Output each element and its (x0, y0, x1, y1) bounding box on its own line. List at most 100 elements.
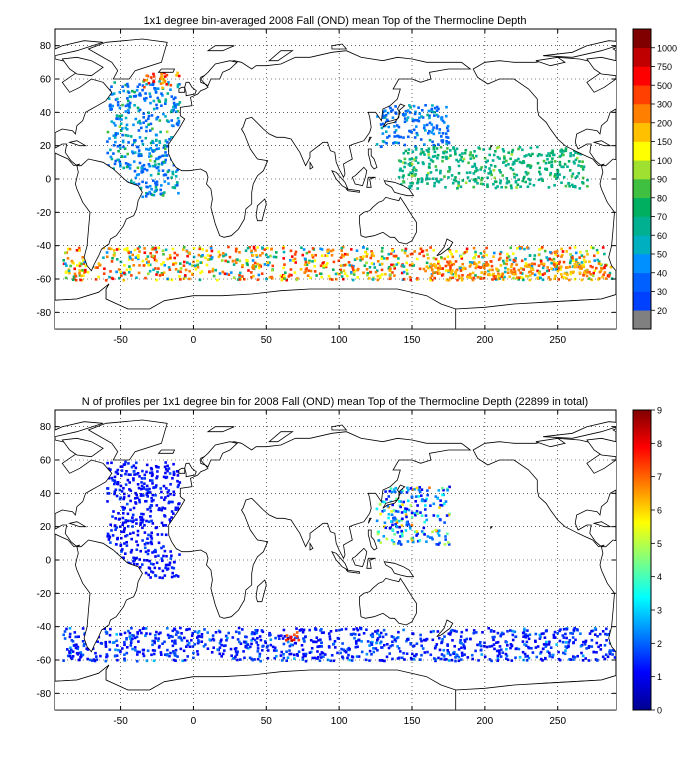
depth-colorbar-segment (633, 179, 651, 199)
depth-bin (601, 246, 605, 249)
depth-bin (461, 179, 465, 182)
count-bin (95, 655, 98, 658)
depth-bin (122, 145, 125, 149)
depth-bin (413, 250, 417, 253)
count-bin (200, 635, 204, 639)
count-bin (88, 658, 92, 662)
depth-bin (419, 138, 423, 141)
depth-bin (103, 267, 106, 270)
count-bin (273, 646, 277, 650)
depth-bin (449, 267, 452, 270)
depth-bin (457, 184, 460, 188)
depth-bin (537, 153, 541, 156)
depth-bin (160, 72, 163, 76)
depth-colorbar-label: 500 (657, 81, 672, 91)
count-bin (149, 479, 152, 482)
depth-bin (432, 126, 435, 129)
depth-bin (415, 169, 418, 172)
depth-bin (466, 275, 469, 279)
depth-bin (468, 276, 471, 279)
depth-bin (473, 164, 477, 168)
count-bin (139, 518, 143, 522)
depth-bin (380, 145, 383, 148)
depth-bin (580, 278, 584, 282)
count-bin (404, 507, 407, 510)
depth-bin (376, 278, 380, 282)
count-colorbar-label: 4 (657, 572, 662, 582)
count-bin (132, 634, 135, 637)
count-bin (340, 647, 343, 651)
depth-bin (462, 157, 466, 161)
count-bin (472, 629, 476, 632)
depth-bin (322, 266, 325, 269)
count-bin (154, 465, 158, 468)
count-bin (302, 628, 306, 632)
count-bin (279, 654, 283, 657)
count-bin (611, 653, 614, 656)
depth-bin (356, 268, 359, 272)
depth-bin (372, 254, 376, 258)
count-bin (555, 643, 558, 646)
count-bin (590, 629, 593, 633)
count-bin (169, 651, 172, 655)
depth-bin (183, 260, 186, 264)
depth-bin (184, 268, 188, 272)
count-bin (559, 628, 562, 631)
depth-bin (200, 270, 204, 273)
count-bin (421, 498, 424, 501)
depth-bin (420, 151, 423, 154)
depth-bin (287, 275, 291, 278)
depth-bin (217, 250, 221, 254)
count-bin (443, 543, 447, 546)
depth-bin (154, 181, 157, 184)
count-bin (385, 655, 389, 659)
depth-bin (128, 103, 131, 106)
depth-bin (176, 183, 179, 187)
depth-bin (556, 267, 559, 270)
depth-bin (188, 269, 191, 273)
count-bin (447, 632, 451, 635)
depth-bin (311, 247, 315, 250)
depth-bin (492, 153, 496, 157)
count-bin (249, 645, 252, 649)
depth-bin (351, 266, 354, 269)
depth-bin (147, 148, 150, 151)
count-bin (540, 657, 543, 661)
depth-bin (436, 153, 440, 157)
depth-bin (508, 258, 512, 262)
depth-bin (385, 118, 389, 122)
depth-bin (471, 154, 474, 157)
depth-bin (490, 260, 493, 263)
depth-bin (573, 262, 577, 266)
depth-bin (83, 260, 87, 264)
count-bin (165, 568, 169, 571)
count-bin (437, 543, 440, 546)
count-bin (193, 630, 197, 633)
count-bin (547, 643, 551, 646)
depth-bin (379, 123, 383, 126)
depth-bin (404, 161, 407, 165)
depth-bin (308, 259, 311, 263)
count-bin (447, 543, 451, 546)
count-bin (125, 534, 129, 537)
depth-bin (435, 105, 439, 109)
count-bin (150, 570, 153, 573)
count-bin (135, 518, 138, 521)
count-bin (138, 629, 142, 632)
depth-bin (513, 175, 516, 179)
depth-bin (551, 150, 554, 154)
count-bin (166, 469, 169, 473)
count-bin (117, 648, 120, 652)
count-bin (253, 658, 256, 661)
depth-bin (109, 270, 112, 273)
depth-bin (389, 267, 392, 270)
count-bin (438, 506, 441, 509)
count-bin (319, 653, 322, 656)
count-bin (196, 636, 199, 639)
count-bin (173, 653, 177, 657)
count-bin (419, 637, 422, 641)
depth-bin (431, 160, 435, 163)
count-bin (392, 488, 396, 491)
